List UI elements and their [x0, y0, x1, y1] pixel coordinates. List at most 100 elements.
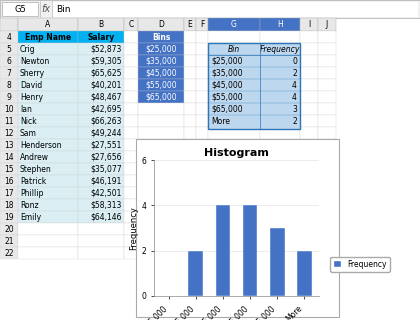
- Text: Stephen: Stephen: [20, 164, 52, 173]
- Bar: [300, 175, 318, 187]
- Bar: [138, 175, 184, 187]
- Text: $25,000: $25,000: [145, 44, 177, 53]
- Bar: [78, 55, 124, 67]
- Bar: [318, 223, 336, 235]
- Bar: [78, 223, 124, 235]
- Bar: [260, 163, 300, 175]
- Bar: [184, 163, 196, 175]
- Text: G: G: [231, 20, 237, 29]
- Bar: [78, 235, 124, 247]
- Text: David: David: [20, 81, 42, 90]
- Bar: [18, 139, 78, 151]
- Bar: [300, 115, 318, 127]
- Bar: [318, 43, 336, 55]
- Bar: [208, 115, 260, 127]
- Bar: [208, 103, 260, 115]
- Text: $59,305: $59,305: [90, 57, 122, 66]
- Bar: [18, 187, 78, 199]
- Bar: [78, 175, 124, 187]
- Bar: [196, 199, 208, 211]
- Bar: [0, 91, 18, 103]
- Bar: [124, 127, 138, 139]
- Bar: [260, 235, 300, 247]
- Bar: [318, 91, 336, 103]
- Bar: [260, 55, 300, 67]
- Bar: [0, 31, 18, 43]
- Text: I: I: [308, 20, 310, 29]
- Bar: [318, 187, 336, 199]
- Bar: [0, 151, 18, 163]
- Bar: [18, 115, 78, 127]
- Text: $35,077: $35,077: [90, 164, 122, 173]
- Bar: [18, 211, 78, 223]
- Bar: [184, 223, 196, 235]
- Bar: [208, 127, 260, 139]
- Text: More: More: [211, 116, 230, 125]
- Text: J: J: [326, 20, 328, 29]
- Bar: [184, 151, 196, 163]
- Text: 11: 11: [4, 116, 14, 125]
- Text: Emily: Emily: [20, 212, 41, 221]
- Bar: [124, 163, 138, 175]
- Bar: [243, 205, 257, 296]
- Bar: [138, 151, 184, 163]
- Bar: [18, 67, 78, 79]
- Bar: [196, 18, 208, 31]
- Bar: [318, 18, 336, 31]
- Text: $64,146: $64,146: [90, 212, 122, 221]
- Bar: [124, 211, 138, 223]
- Text: $55,000: $55,000: [145, 81, 177, 90]
- Bar: [318, 175, 336, 187]
- Bar: [18, 79, 78, 91]
- Text: 3: 3: [292, 105, 297, 114]
- Bar: [124, 55, 138, 67]
- Bar: [2, 2, 38, 16]
- Text: 6: 6: [7, 57, 11, 66]
- Bar: [78, 187, 124, 199]
- Bar: [0, 18, 18, 31]
- Text: Bin: Bin: [228, 44, 240, 53]
- Bar: [208, 223, 260, 235]
- Text: $42,695: $42,695: [90, 105, 122, 114]
- Bar: [318, 55, 336, 67]
- Bar: [208, 211, 260, 223]
- Bar: [0, 163, 18, 175]
- Bar: [318, 31, 336, 43]
- Bar: [18, 103, 78, 115]
- Bar: [0, 103, 18, 115]
- Text: $35,000: $35,000: [145, 57, 177, 66]
- Bar: [0, 127, 18, 139]
- Bar: [18, 163, 78, 175]
- Text: 8: 8: [7, 81, 11, 90]
- Bar: [260, 103, 300, 115]
- Bar: [138, 127, 184, 139]
- Bar: [18, 175, 78, 187]
- Bar: [196, 175, 208, 187]
- Bar: [184, 115, 196, 127]
- Text: 18: 18: [4, 201, 14, 210]
- Bar: [260, 151, 300, 163]
- Bar: [196, 115, 208, 127]
- Bar: [260, 211, 300, 223]
- Bar: [318, 127, 336, 139]
- Text: 7: 7: [7, 68, 11, 77]
- Bar: [184, 43, 196, 55]
- Text: 16: 16: [4, 177, 14, 186]
- Bar: [78, 43, 124, 55]
- Text: $52,873: $52,873: [91, 44, 122, 53]
- Bar: [184, 247, 196, 259]
- Bar: [300, 79, 318, 91]
- Bar: [300, 31, 318, 43]
- Bar: [208, 91, 260, 103]
- Text: 15: 15: [4, 164, 14, 173]
- Bar: [300, 127, 318, 139]
- Text: $35,000: $35,000: [211, 68, 243, 77]
- Bar: [18, 127, 78, 139]
- Text: fx: fx: [42, 4, 50, 14]
- Bar: [196, 163, 208, 175]
- Y-axis label: Frequency: Frequency: [129, 206, 139, 250]
- Bar: [260, 223, 300, 235]
- Bar: [124, 187, 138, 199]
- Bar: [196, 67, 208, 79]
- Bar: [196, 187, 208, 199]
